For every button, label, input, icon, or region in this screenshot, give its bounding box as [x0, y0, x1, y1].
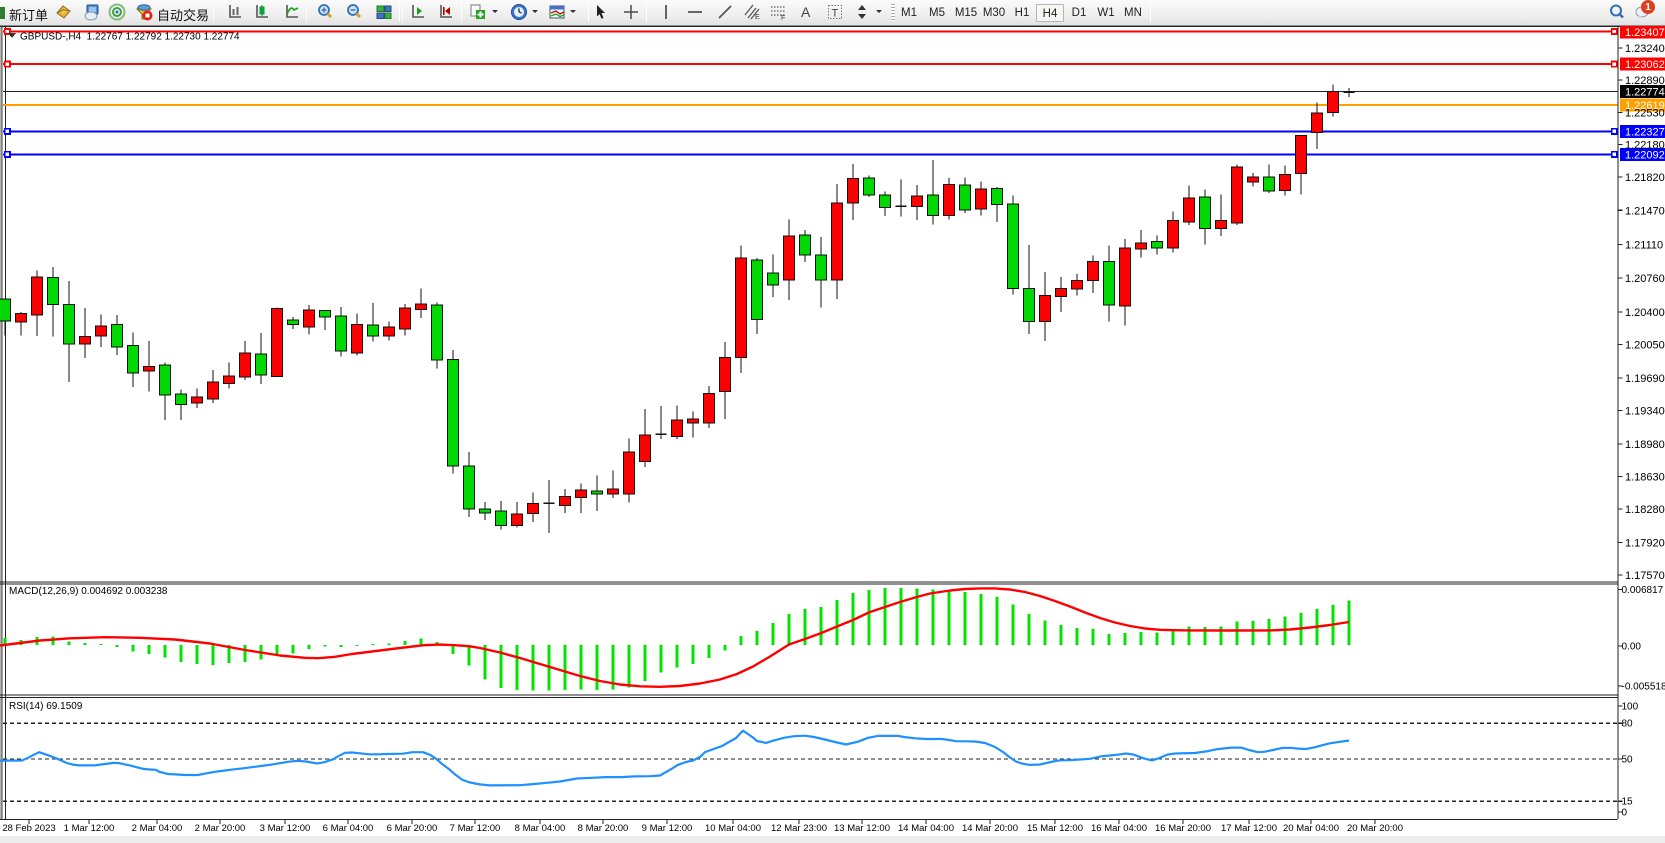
svg-text:12 Mar 23:00: 12 Mar 23:00: [771, 823, 827, 834]
svg-text:1.20400: 1.20400: [1625, 307, 1665, 319]
svg-text:1.22327: 1.22327: [1625, 127, 1665, 139]
svg-text:8 Mar 20:00: 8 Mar 20:00: [578, 823, 629, 834]
svg-text:16 Mar 20:00: 16 Mar 20:00: [1155, 823, 1211, 834]
svg-text:50: 50: [1622, 754, 1634, 765]
svg-text:1.19690: 1.19690: [1625, 373, 1665, 385]
svg-text:2 Mar 04:00: 2 Mar 04:00: [132, 823, 183, 834]
svg-text:2 Mar 20:00: 2 Mar 20:00: [195, 823, 246, 834]
svg-text:F: F: [781, 15, 785, 21]
svg-text:1.22774: 1.22774: [1625, 87, 1665, 99]
svg-text:1.23062: 1.23062: [1625, 59, 1665, 71]
svg-text:100: 100: [1622, 702, 1639, 713]
svg-text:3 Mar 12:00: 3 Mar 12:00: [260, 823, 311, 834]
svg-text:1.17920: 1.17920: [1625, 538, 1665, 550]
svg-text:0: 0: [1622, 808, 1628, 819]
svg-text:1.23240: 1.23240: [1625, 43, 1665, 55]
svg-text:A: A: [801, 4, 811, 20]
svg-text:1.22180: 1.22180: [1625, 140, 1665, 152]
svg-text:14 Mar 04:00: 14 Mar 04:00: [898, 823, 954, 834]
svg-text:1.17570: 1.17570: [1625, 570, 1665, 582]
svg-text:1.22530: 1.22530: [1625, 108, 1665, 120]
svg-text:1.22619: 1.22619: [1625, 100, 1665, 112]
svg-text:1.18630: 1.18630: [1625, 472, 1665, 484]
svg-text:1.18280: 1.18280: [1625, 504, 1665, 516]
svg-text:1.20050: 1.20050: [1625, 340, 1665, 352]
svg-text:20 Mar 20:00: 20 Mar 20:00: [1347, 823, 1403, 834]
svg-text:1.21470: 1.21470: [1625, 205, 1665, 217]
svg-text:0.006817: 0.006817: [1622, 585, 1664, 596]
svg-text:1.23407: 1.23407: [1625, 27, 1665, 39]
svg-text:GBPUSD-,H4 1.22767 1.22792 1.: GBPUSD-,H4 1.22767 1.22792 1.22730 1.227…: [20, 32, 240, 43]
svg-text:1.22092: 1.22092: [1625, 150, 1665, 162]
svg-text:9 Mar 12:00: 9 Mar 12:00: [642, 823, 693, 834]
svg-text:15: 15: [1622, 797, 1634, 808]
svg-text:0.00: 0.00: [1622, 642, 1642, 653]
svg-text:6 Mar 20:00: 6 Mar 20:00: [387, 823, 438, 834]
svg-text:MACD(12,26,9) 0.004692 0.00323: MACD(12,26,9) 0.004692 0.003238: [9, 586, 168, 597]
svg-text:80: 80: [1622, 719, 1634, 730]
svg-text:15 Mar 12:00: 15 Mar 12:00: [1027, 823, 1083, 834]
svg-text:16 Mar 04:00: 16 Mar 04:00: [1091, 823, 1147, 834]
svg-text:10 Mar 04:00: 10 Mar 04:00: [705, 823, 761, 834]
svg-text:14 Mar 20:00: 14 Mar 20:00: [962, 823, 1018, 834]
svg-text:E: E: [755, 14, 760, 21]
svg-text:1.21820: 1.21820: [1625, 172, 1665, 184]
svg-text:T: T: [832, 8, 839, 20]
svg-text:6 Mar 04:00: 6 Mar 04:00: [323, 823, 374, 834]
svg-text:13 Mar 12:00: 13 Mar 12:00: [834, 823, 890, 834]
svg-text:1.20760: 1.20760: [1625, 273, 1665, 285]
svg-text:8 Mar 04:00: 8 Mar 04:00: [515, 823, 566, 834]
svg-text:1.19340: 1.19340: [1625, 406, 1665, 418]
svg-text:1.18980: 1.18980: [1625, 439, 1665, 451]
svg-text:7 Mar 12:00: 7 Mar 12:00: [450, 823, 501, 834]
svg-text:-0.005518: -0.005518: [1622, 682, 1665, 693]
svg-text:1.21110: 1.21110: [1625, 240, 1663, 252]
svg-text:20 Mar 04:00: 20 Mar 04:00: [1283, 823, 1339, 834]
svg-text:17 Mar 12:00: 17 Mar 12:00: [1221, 823, 1277, 834]
svg-text:RSI(14) 69.1509: RSI(14) 69.1509: [9, 701, 83, 712]
svg-text:1.22890: 1.22890: [1625, 75, 1665, 87]
svg-text:1 Mar 12:00: 1 Mar 12:00: [64, 823, 115, 834]
svg-text:28 Feb 2023: 28 Feb 2023: [2, 823, 55, 834]
